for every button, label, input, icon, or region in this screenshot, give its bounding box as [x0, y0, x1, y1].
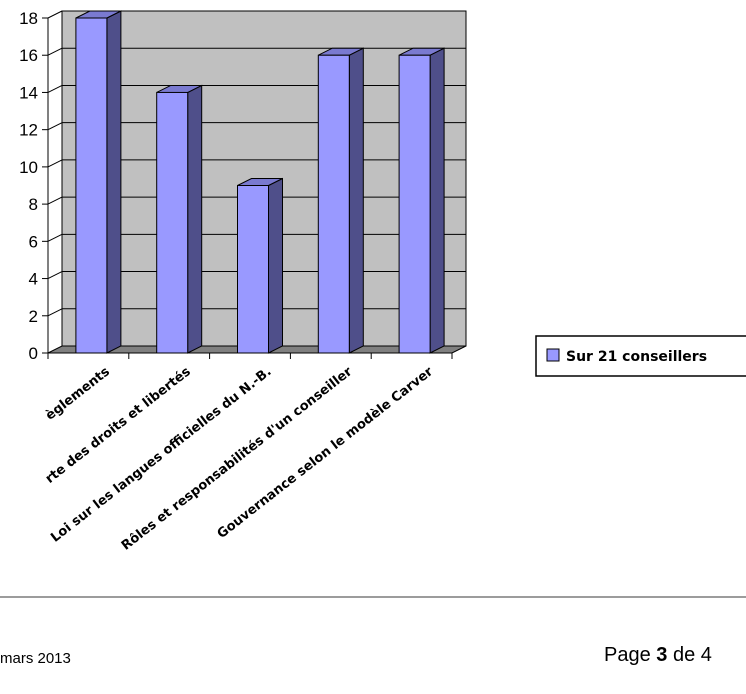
bar — [237, 177, 283, 354]
y-tick-label: 4 — [29, 270, 38, 289]
bars — [75, 10, 445, 354]
y-tick-label: 16 — [19, 46, 38, 65]
bar — [75, 10, 122, 354]
legend-swatch — [546, 348, 560, 362]
footer-date: mars 2013 — [0, 650, 71, 667]
bar-front — [237, 185, 269, 354]
gridline-side — [47, 271, 63, 280]
gridline-side — [47, 196, 63, 205]
gridline-side — [47, 122, 63, 131]
legend-box — [535, 335, 746, 377]
y-tick-label: 8 — [29, 195, 38, 214]
gridline-side — [47, 10, 63, 19]
y-tick-label: 6 — [29, 232, 38, 251]
bar-front — [317, 54, 350, 354]
bar-front — [75, 17, 108, 354]
y-tick-label: 18 — [19, 9, 38, 28]
gridline-side — [47, 159, 63, 168]
x-category-label: èglements — [43, 364, 113, 423]
bar-side — [268, 177, 283, 354]
y-axis-ticks: 0 2 4 6 8 10 12 14 16 18 — [19, 9, 38, 363]
footer-page-number: Page 3 de 4 — [604, 644, 712, 667]
y-tick-label: 14 — [19, 83, 38, 102]
legend-label: Sur 21 conseillers — [566, 349, 707, 365]
y-tick-label: 12 — [19, 121, 38, 140]
y-tick-label: 10 — [19, 158, 38, 177]
bar-side — [187, 84, 203, 354]
page-suffix: de 4 — [667, 644, 712, 666]
page-prefix: Page — [604, 644, 657, 666]
gridline-side — [47, 308, 63, 317]
gridline-side — [47, 47, 63, 56]
bar-side — [348, 47, 364, 354]
y-tick-label: 0 — [29, 344, 38, 363]
y-tick-label: 2 — [29, 307, 38, 326]
gridline-side — [47, 233, 63, 242]
bar-side — [106, 10, 122, 354]
gridline-side — [47, 84, 63, 93]
x-category-label: rte des droits et libertés — [43, 364, 194, 487]
legend: Sur 21 conseillers — [535, 335, 746, 377]
bar — [317, 47, 364, 354]
footer-rule — [0, 596, 746, 598]
page-current: 3 — [656, 644, 668, 666]
bar — [398, 47, 445, 354]
bar-front — [398, 54, 431, 354]
bar-side — [429, 47, 445, 354]
bar-front — [156, 91, 189, 354]
bar — [156, 84, 203, 354]
